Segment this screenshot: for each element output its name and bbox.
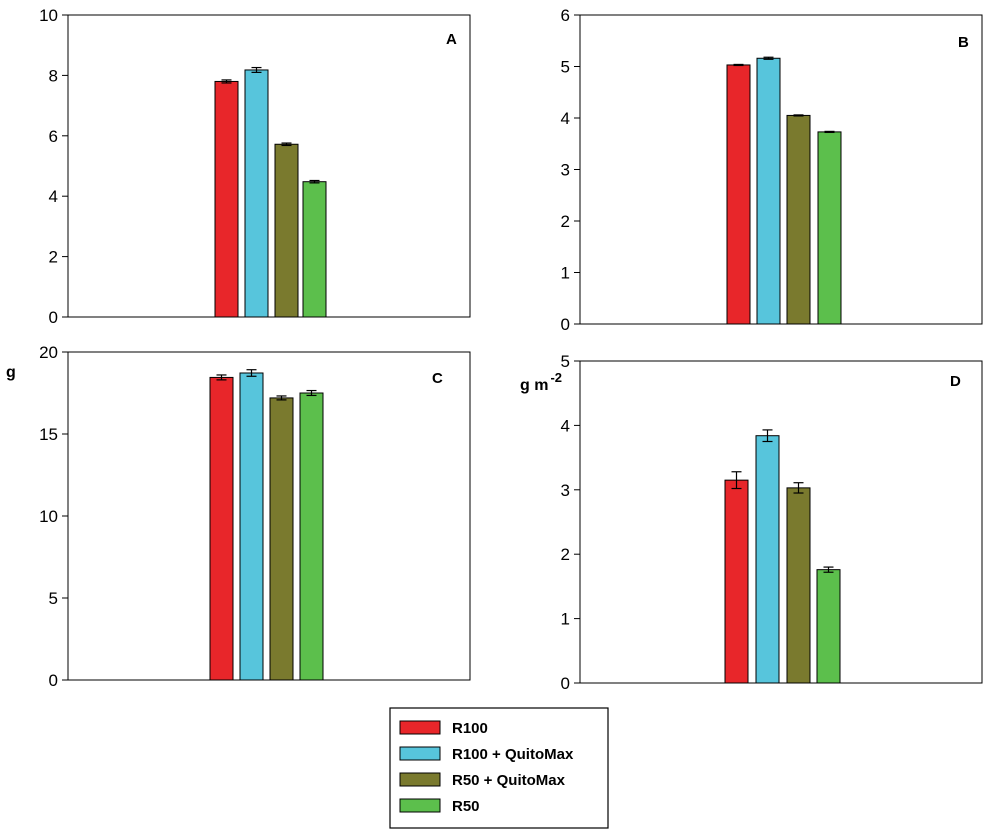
bar-c-2 (239, 372, 264, 681)
y-tick-label: 8 (49, 66, 58, 85)
legend-item: R50 (399, 798, 480, 815)
y-tick-label: 3 (561, 481, 570, 500)
legend-item: R100 + QuitoMax (399, 746, 574, 763)
y-tick-label: 6 (49, 127, 58, 146)
error-bar (246, 369, 257, 377)
panel-letter: A (446, 31, 457, 48)
error-bar (733, 63, 744, 67)
error-bar (221, 79, 232, 84)
y-tick-label: 10 (39, 6, 58, 25)
legend-item: R50 + QuitoMax (399, 772, 566, 789)
legend-label: R100 (452, 720, 488, 737)
error-bar (309, 179, 320, 184)
error-bar (762, 429, 773, 443)
y-tick-label: 4 (561, 109, 570, 128)
plot-frame (579, 14, 983, 325)
y-tick-label: 2 (49, 248, 58, 267)
legend-label: R100 + QuitoMax (452, 746, 574, 763)
unit-text: g (6, 364, 16, 381)
unit-label: g m -2 (520, 370, 562, 394)
unit-superscript: -2 (550, 370, 562, 385)
error-bar (306, 389, 317, 397)
y-tick-label: 10 (39, 507, 58, 526)
unit-text: g m (520, 377, 548, 394)
error-bar (793, 482, 804, 494)
y-tick-label: 0 (49, 308, 58, 327)
error-bar (251, 66, 262, 73)
panel-letter: D (950, 373, 961, 390)
y-tick-label: 2 (561, 212, 570, 231)
error-bar (216, 374, 227, 381)
y-tick-label: 0 (561, 315, 570, 334)
bar-d-4 (816, 569, 841, 684)
bar-d-3 (786, 487, 811, 684)
legend-label: R50 (452, 798, 480, 815)
error-bar (793, 114, 804, 117)
y-tick-label: 15 (39, 425, 58, 444)
legend-swatch (399, 798, 441, 813)
y-tick-label: 20 (39, 343, 58, 362)
legend-swatch (399, 772, 441, 787)
panel-letter: C (432, 370, 443, 387)
y-tick-label: 6 (561, 6, 570, 25)
error-bar (823, 566, 834, 573)
plot-frame (579, 360, 983, 684)
plot-frame (67, 14, 471, 318)
bar-a-3 (274, 143, 299, 318)
error-bar (731, 471, 742, 490)
error-bar (276, 395, 287, 401)
legend-item: R100 (399, 720, 488, 737)
legend: R100 R100 + QuitoMax R50 + QuitoMax R50 (389, 707, 609, 829)
bar-b-4 (817, 131, 842, 325)
unit-label: g (6, 364, 16, 381)
bar-a-2 (244, 69, 269, 318)
bar-c-3 (269, 397, 294, 681)
y-tick-label: 0 (49, 671, 58, 690)
bar-b-2 (756, 57, 781, 325)
y-tick-label: 5 (561, 58, 570, 77)
plot-frame (67, 351, 471, 681)
bar-b-3 (786, 114, 811, 325)
panel-d: 0 1 2 3 4 5 Dg m -2 (520, 352, 983, 693)
panel-c: 0 5 10 15 20 Cg (6, 343, 471, 690)
legend-swatch (399, 720, 441, 735)
y-tick-label: 5 (561, 352, 570, 371)
y-tick-label: 1 (561, 610, 570, 629)
panel-a: 0 2 4 6 8 10 A (39, 6, 471, 327)
legend-swatch (399, 746, 441, 761)
bar-a-1 (214, 80, 239, 318)
bar-a-4 (302, 181, 327, 318)
bar-c-4 (299, 392, 324, 681)
error-bar (281, 142, 292, 147)
bar-b-1 (726, 64, 751, 325)
bar-d-1 (724, 479, 749, 684)
y-tick-label: 0 (561, 674, 570, 693)
error-bar (763, 56, 774, 60)
y-tick-label: 1 (561, 264, 570, 283)
bar-c-1 (209, 376, 234, 681)
bar-d-2 (755, 435, 780, 684)
panel-b: 0 1 2 3 4 5 6 B (561, 6, 983, 334)
panels: 0 2 4 6 8 10 A 0 1 2 3 4 5 6 B 0 5 10 15 20 Cg 0 1 2 3 4 5 Dg m -2 (6, 6, 983, 693)
y-tick-label: 2 (561, 545, 570, 564)
y-tick-label: 4 (49, 187, 58, 206)
panel-letter: B (958, 34, 969, 51)
y-tick-label: 4 (561, 416, 570, 435)
error-bar (824, 130, 835, 134)
y-tick-label: 3 (561, 161, 570, 180)
y-tick-label: 5 (49, 589, 58, 608)
legend-label: R50 + QuitoMax (452, 772, 566, 789)
